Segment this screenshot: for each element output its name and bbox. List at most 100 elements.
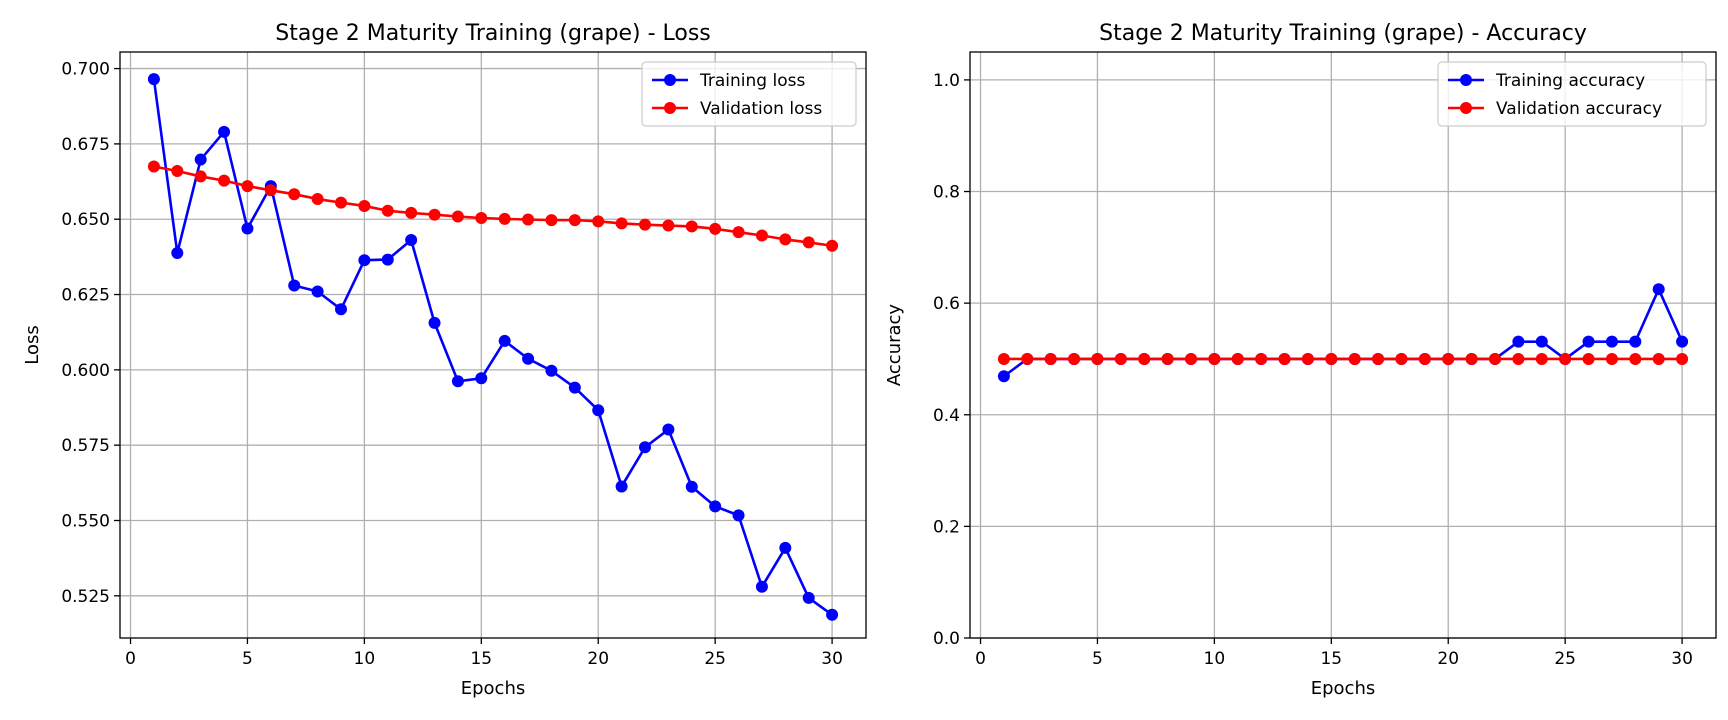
- accuracy-series-0-point-28: [1652, 283, 1665, 296]
- accuracy-y-tick-label-1: 0.2: [933, 517, 960, 537]
- loss-y-tick-label-0: 0.525: [61, 587, 110, 607]
- loss-series-1-point-4: [241, 180, 254, 193]
- loss-series-1-point-25: [732, 226, 745, 239]
- loss-series-1-point-12: [428, 208, 441, 221]
- accuracy-series-1-point-18: [1418, 352, 1431, 365]
- loss-legend-label-1: Validation loss: [700, 99, 822, 119]
- loss-series-0: [147, 73, 839, 621]
- accuracy-series-1-point-24: [1559, 352, 1572, 365]
- loss-legend-label-0: Training loss: [699, 71, 805, 91]
- accuracy-series-1-point-11: [1255, 352, 1268, 365]
- accuracy-series-1-point-5: [1114, 352, 1127, 365]
- loss-series-1-point-20: [615, 217, 628, 230]
- loss-legend-marker-1: [664, 102, 676, 114]
- accuracy-legend-marker-1: [1460, 102, 1472, 114]
- accuracy-series-1-point-2: [1044, 352, 1057, 365]
- accuracy-series-1-point-8: [1184, 352, 1197, 365]
- accuracy-x-tick-label-4: 20: [1437, 649, 1459, 669]
- accuracy-x-axis-label: Epochs: [1311, 678, 1376, 699]
- accuracy-series-1-point-21: [1489, 352, 1502, 365]
- accuracy-legend-box: [1437, 61, 1707, 127]
- accuracy-series-0-point-0: [997, 370, 1010, 383]
- loss-series-1-point-8: [334, 196, 347, 209]
- loss-series-1-point-11: [405, 206, 418, 219]
- loss-series-0-point-18: [568, 381, 581, 394]
- accuracy-legend: Training accuracy Validation accuracy: [1437, 61, 1707, 127]
- loss-series-1: [147, 160, 839, 252]
- loss-series-0-point-7: [311, 285, 324, 298]
- loss-y-tick-label-1: 0.550: [61, 511, 110, 531]
- accuracy-series-0: [997, 283, 1689, 383]
- accuracy-series-1-point-27: [1629, 352, 1642, 365]
- loss-y-tick-label-5: 0.650: [61, 210, 110, 230]
- loss-series-line-0: [152, 78, 833, 616]
- loss-series-0-point-23: [685, 480, 698, 493]
- loss-chart: 0 5 10 15 20 25 30 0.525 0.550 0.575 0.600 0.625 0.6…: [22, 21, 867, 699]
- loss-x-tick-label-5: 25: [704, 649, 726, 669]
- loss-series-0-point-24: [709, 500, 722, 513]
- loss-series-0-point-26: [755, 580, 768, 593]
- loss-series-1-point-14: [475, 212, 488, 225]
- loss-x-tick-label-2: 10: [354, 649, 376, 669]
- loss-y-tick-label-6: 0.675: [61, 135, 110, 155]
- loss-series-1-point-22: [662, 219, 675, 232]
- loss-series-0-point-28: [802, 591, 815, 604]
- accuracy-x-tick-label-0: 0: [975, 649, 986, 669]
- loss-y-tick-label-7: 0.700: [61, 60, 110, 80]
- loss-series-1-point-0: [147, 160, 160, 173]
- loss-series-0-point-29: [826, 608, 839, 621]
- loss-series-1-point-18: [568, 214, 581, 227]
- loss-series-1-point-1: [171, 165, 184, 178]
- accuracy-legend-label-1: Validation accuracy: [1496, 99, 1662, 119]
- loss-series-1-point-10: [381, 204, 394, 217]
- loss-x-tick-label-1: 5: [242, 649, 253, 669]
- loss-series-0-point-4: [241, 222, 254, 235]
- loss-series-1-point-6: [288, 188, 301, 201]
- loss-series-1-point-2: [194, 170, 207, 183]
- loss-series-1-point-29: [826, 239, 839, 252]
- accuracy-series-1-point-20: [1465, 352, 1478, 365]
- accuracy-x-tick-label-6: 30: [1671, 649, 1693, 669]
- accuracy-y-axis-label: Accuracy: [884, 304, 905, 387]
- loss-series-0-point-20: [615, 480, 628, 493]
- accuracy-series-1-point-4: [1091, 352, 1104, 365]
- accuracy-series-1-point-17: [1395, 352, 1408, 365]
- loss-series-0-point-0: [147, 73, 160, 86]
- loss-series-1-point-28: [802, 236, 815, 249]
- loss-series-1-point-27: [779, 233, 792, 246]
- accuracy-series-1-point-6: [1138, 352, 1151, 365]
- accuracy-series-line-0: [1003, 287, 1684, 378]
- accuracy-series-1-point-12: [1278, 352, 1291, 365]
- loss-y-axis-label: Loss: [22, 325, 43, 364]
- loss-series-0-point-6: [288, 279, 301, 292]
- loss-axes-frame: [119, 51, 867, 639]
- accuracy-series-1-point-16: [1372, 352, 1385, 365]
- accuracy-series-1-point-0: [997, 352, 1010, 365]
- accuracy-chart: 0 5 10 15 20 25 30 0.0 0.2 0.4 0.6 0.8 1.0 Stage 2 Ma…: [884, 21, 1717, 699]
- loss-x-tick-label-3: 15: [470, 649, 492, 669]
- accuracy-series-1-point-9: [1208, 352, 1221, 365]
- loss-series-1-point-15: [498, 212, 511, 225]
- accuracy-series-0-point-27: [1629, 335, 1642, 348]
- accuracy-series-1-point-14: [1325, 352, 1338, 365]
- loss-series-0-point-16: [522, 352, 535, 365]
- accuracy-series-1-point-15: [1348, 352, 1361, 365]
- accuracy-y-tick-label-2: 0.4: [933, 406, 960, 426]
- accuracy-series-1-point-1: [1021, 352, 1034, 365]
- loss-x-tick-label-0: 0: [125, 649, 136, 669]
- accuracy-series-1-point-19: [1442, 352, 1455, 365]
- accuracy-series-1-point-23: [1535, 352, 1548, 365]
- accuracy-series-1-point-22: [1512, 352, 1525, 365]
- loss-series-0-point-22: [662, 423, 675, 436]
- loss-series-0-point-19: [592, 404, 605, 417]
- loss-legend-marker-0: [664, 74, 676, 86]
- loss-x-tick-label-6: 30: [821, 649, 843, 669]
- accuracy-series-1-point-3: [1068, 352, 1081, 365]
- accuracy-series-1-point-13: [1301, 352, 1314, 365]
- loss-series-0-point-1: [171, 246, 184, 259]
- accuracy-series-1: [997, 352, 1689, 365]
- accuracy-x-tick-label-5: 25: [1554, 649, 1576, 669]
- loss-series-0-point-2: [194, 153, 207, 166]
- loss-chart-title: Stage 2 Maturity Training (grape) - Loss: [275, 21, 711, 46]
- accuracy-series-0-point-22: [1512, 335, 1525, 348]
